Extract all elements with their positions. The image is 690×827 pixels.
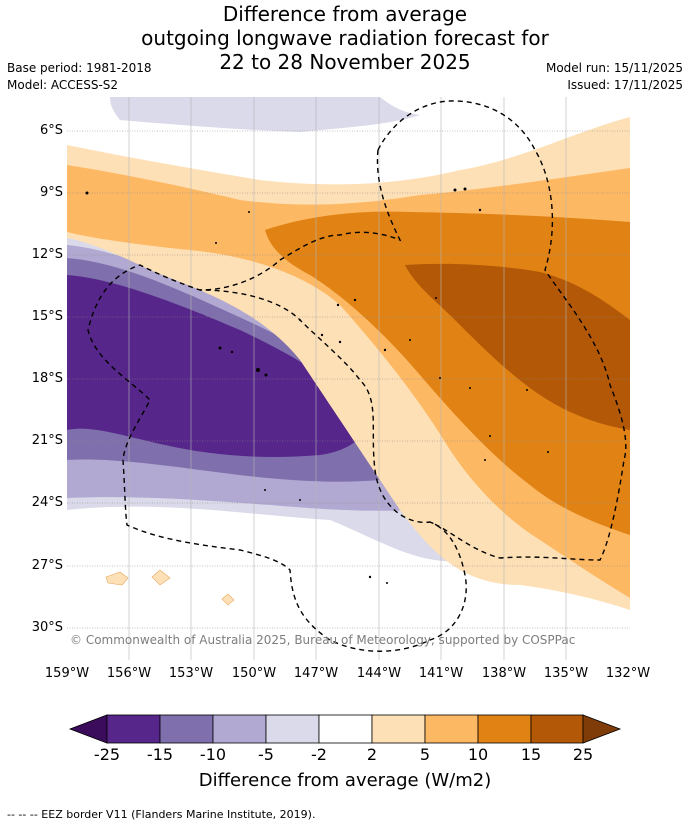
x-tick-label: 132°W bbox=[605, 666, 651, 681]
meridians bbox=[128, 97, 567, 660]
x-tick-label: 150°W bbox=[231, 666, 277, 681]
colorbar-label: 10 bbox=[467, 745, 489, 764]
colorbar-seg-5 bbox=[318, 714, 373, 744]
colorbar-label: -2 bbox=[311, 745, 327, 764]
y-tick-label: 6°S bbox=[39, 123, 63, 138]
colorbar-label: -5 bbox=[258, 745, 274, 764]
colorbar-seg-7 bbox=[424, 714, 479, 744]
contour-band-plus15 bbox=[405, 263, 630, 430]
x-tick-label: 138°W bbox=[481, 666, 527, 681]
base-period: Base period: 1981-2018 bbox=[7, 61, 152, 75]
y-tick-label: 21°S bbox=[31, 433, 63, 448]
colorbar-label: 2 bbox=[366, 745, 378, 764]
meta-right: Model run: 15/11/2025 Issued: 17/11/2025 bbox=[546, 60, 683, 94]
colorbar-seg-4 bbox=[265, 714, 320, 744]
y-tick-label: 18°S bbox=[31, 371, 63, 386]
x-tick-label: 144°W bbox=[356, 666, 402, 681]
title-line-3: 22 to 28 November 2025 bbox=[219, 50, 471, 74]
x-tick-label: 153°W bbox=[168, 666, 214, 681]
y-tick-label: 30°S bbox=[31, 620, 63, 635]
colorbar-label: 5 bbox=[419, 745, 431, 764]
patch-west-2 bbox=[151, 569, 171, 586]
colorbar-title: Difference from average (W/m2) bbox=[198, 770, 492, 791]
x-tick-label: 141°W bbox=[418, 666, 464, 681]
x-tick-label: 147°W bbox=[293, 666, 339, 681]
copyright-notice: © Commonwealth of Australia 2025, Bureau… bbox=[70, 633, 576, 647]
title-line-1: Difference from average bbox=[222, 2, 468, 26]
y-tick-label: 27°S bbox=[31, 558, 63, 573]
issued-date: Issued: 17/11/2025 bbox=[567, 78, 683, 92]
colorbar-seg-9 bbox=[530, 714, 584, 744]
y-tick-label: 12°S bbox=[31, 247, 63, 262]
colorbar-arrow-low bbox=[68, 714, 108, 744]
map-plot-area bbox=[67, 97, 630, 660]
colorbar-arrow-high bbox=[582, 714, 622, 744]
contour-band-minus15 bbox=[67, 275, 367, 457]
eez-legend-note: -- -- -- EEZ border V11 (Flanders Marine… bbox=[7, 808, 316, 821]
colorbar-seg-8 bbox=[477, 714, 532, 744]
patch-west-1 bbox=[105, 571, 129, 586]
colorbar-label: 15 bbox=[520, 745, 542, 764]
y-tick-label: 9°S bbox=[39, 185, 63, 200]
colorbar-label: -15 bbox=[146, 745, 174, 764]
y-tick-label: 24°S bbox=[31, 495, 63, 510]
patch-west-3 bbox=[221, 593, 235, 606]
meta-left: Base period: 1981-2018 Model: ACCESS-S2 bbox=[7, 60, 152, 94]
eez-borders bbox=[87, 100, 627, 652]
chart-title: Difference from average outgoing longwav… bbox=[0, 2, 690, 74]
model-run: Model run: 15/11/2025 bbox=[545, 61, 683, 75]
colorbar-seg-3 bbox=[212, 714, 267, 744]
colorbar-seg-2 bbox=[159, 714, 214, 744]
colorbar-label: -25 bbox=[93, 745, 121, 764]
x-tick-label: 135°W bbox=[543, 666, 589, 681]
x-tick-label: 156°W bbox=[106, 666, 152, 681]
colorbar-seg-1 bbox=[106, 714, 161, 744]
title-line-2: outgoing longwave radiation forecast for bbox=[141, 26, 549, 50]
islands bbox=[85, 187, 549, 584]
model-name: Model: ACCESS-S2 bbox=[7, 78, 119, 92]
colorbar-seg-6 bbox=[371, 714, 426, 744]
x-tick-label: 159°W bbox=[44, 666, 90, 681]
colorbar bbox=[68, 714, 622, 744]
y-tick-label: 15°S bbox=[31, 309, 63, 324]
colorbar-label: 25 bbox=[572, 745, 594, 764]
colorbar-label: -10 bbox=[199, 745, 227, 764]
contour-band-top-minus2 bbox=[110, 97, 420, 132]
